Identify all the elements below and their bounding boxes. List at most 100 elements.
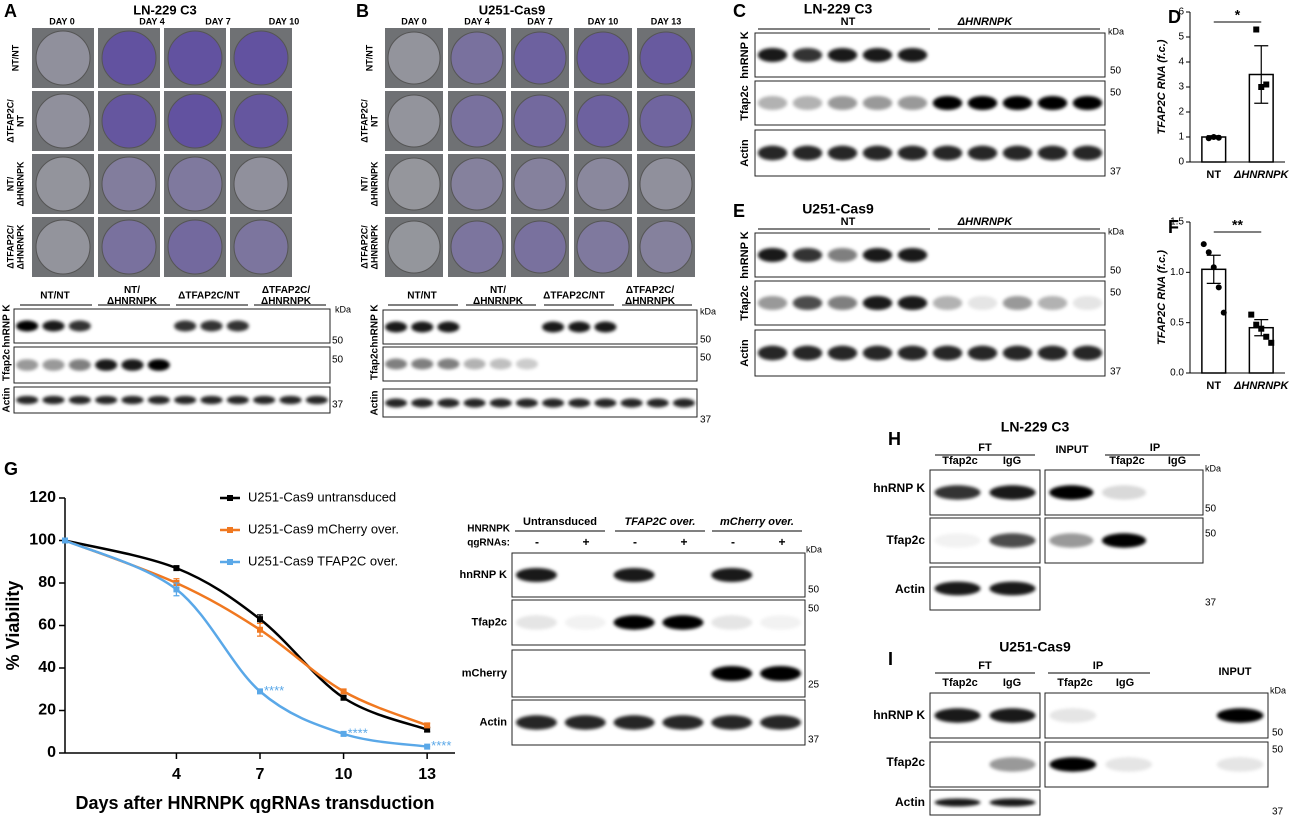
blot-band (385, 398, 408, 408)
label: ΔHNRNPK (957, 216, 1013, 228)
blot-band (305, 395, 328, 405)
blot-band (1105, 757, 1153, 772)
label: DAY 4 (464, 16, 490, 26)
blot-band (1101, 533, 1147, 548)
blot-band (1049, 708, 1097, 723)
label: FT (978, 660, 992, 672)
blot-box (511, 649, 806, 698)
blot-band (792, 247, 823, 263)
label: Actin (739, 339, 751, 367)
label: DAY 4 (139, 16, 165, 26)
kda-marker: 37 (332, 400, 344, 411)
blot-band (662, 615, 704, 630)
blot-band (662, 715, 704, 730)
blot-band (226, 395, 249, 405)
plate-well (233, 93, 289, 149)
label: ΔTFAP2C/ (359, 99, 369, 143)
blot-band (646, 398, 669, 408)
blot-band (542, 321, 565, 333)
blot-band (121, 359, 144, 371)
label: hnRNP K (370, 304, 381, 348)
label: NT/NT (364, 44, 374, 71)
label: ΔHNRNPK (625, 296, 676, 307)
plate-well (35, 30, 91, 86)
blot-band (1049, 757, 1097, 772)
label: TFAP2C over. (625, 516, 696, 528)
blot-box (382, 309, 698, 345)
y-tick-label: 6 (1178, 7, 1184, 18)
blot-band (967, 345, 998, 361)
kda-marker: 50 (1205, 504, 1217, 515)
data-point (257, 616, 263, 623)
y-tick-label: 1.0 (1170, 267, 1184, 278)
plate-well (576, 31, 630, 85)
blot-band (932, 145, 963, 161)
blot-band (411, 321, 434, 333)
blot-band (42, 395, 65, 405)
blot-band (862, 145, 893, 161)
plate-well (233, 219, 289, 275)
blot-band (792, 345, 823, 361)
label: LN-229 C3 (804, 1, 873, 17)
data-point (1215, 134, 1222, 141)
panel-letter: F (1168, 217, 1179, 237)
blot-band (827, 95, 858, 111)
blot-band (967, 95, 998, 111)
kda-marker: 50 (808, 604, 820, 615)
plate-well (513, 94, 567, 148)
blot-band (711, 615, 753, 630)
blot-band (95, 359, 118, 371)
y-tick-label: 20 (38, 702, 56, 719)
blot-band (1072, 145, 1103, 161)
blot-box (382, 388, 698, 418)
data-point (62, 537, 68, 544)
y-axis-label: % Viability (3, 581, 23, 671)
blot-band (672, 398, 695, 408)
label: qgRNAs: (467, 538, 510, 549)
plate-well (233, 156, 289, 212)
plate-well (450, 31, 504, 85)
plate-well (101, 93, 157, 149)
panel-letter: C (733, 1, 746, 21)
blot-band (792, 95, 823, 111)
blot-band (1072, 95, 1103, 111)
blot-band (1072, 295, 1103, 311)
kda-marker: 37 (808, 735, 820, 746)
legend-entry: U251-Cas9 mCherry over. (248, 521, 399, 536)
kda-label: kDa (335, 304, 351, 314)
label: HNRNPK (467, 524, 511, 535)
blot-band (897, 145, 928, 161)
label: Tfap2c (886, 533, 925, 547)
label: NT/NT (407, 291, 436, 302)
bar (1201, 136, 1227, 163)
blot-band (489, 398, 512, 408)
blot-band (594, 398, 617, 408)
data-point (1263, 333, 1270, 340)
blot-band (989, 757, 1036, 772)
blot-band (862, 345, 893, 361)
label: hnRNP K (873, 708, 925, 722)
blot-box (511, 599, 806, 646)
label: NT/NT (10, 44, 20, 71)
blot-band (385, 321, 408, 333)
label: ΔTFAP2C/ (5, 225, 15, 269)
kda-marker: 50 (700, 335, 712, 346)
blot-band (16, 395, 39, 405)
y-tick-label: 4 (1178, 57, 1184, 68)
label: hnRNP K (739, 31, 751, 79)
label: NT (841, 216, 856, 228)
plate-well (167, 156, 223, 212)
blot-band (711, 665, 753, 682)
blot-band (1037, 345, 1068, 361)
label: mCherry over. (720, 516, 794, 528)
label: DAY 7 (527, 16, 553, 26)
data-point (1210, 264, 1217, 271)
blot-band (613, 715, 655, 730)
data-point (424, 722, 431, 729)
kda-marker: 50 (1110, 266, 1122, 277)
label: U251-Cas9 (802, 201, 874, 217)
kda-marker: 50 (1110, 288, 1122, 299)
data-point (340, 730, 347, 737)
panel-letter: I (888, 649, 893, 669)
